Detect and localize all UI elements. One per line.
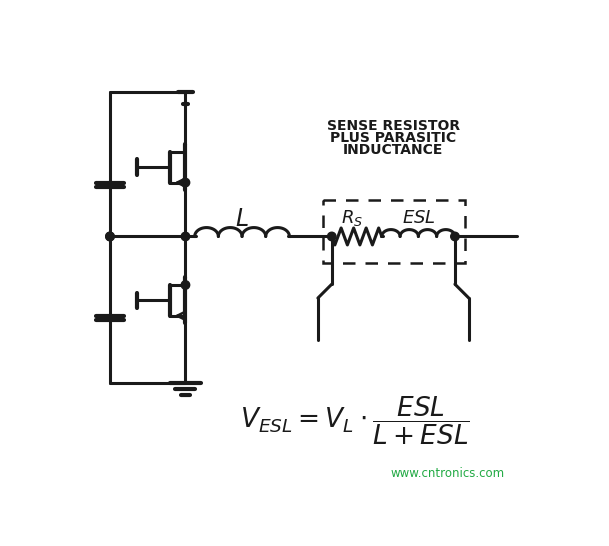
Text: $V_{ESL} = V_L \cdot \dfrac{ESL}{L + ESL}$: $V_{ESL} = V_L \cdot \dfrac{ESL}{L + ESL…	[240, 395, 470, 447]
Text: $L$: $L$	[235, 208, 248, 231]
Bar	[323, 200, 465, 263]
Text: www.cntronics.com: www.cntronics.com	[390, 467, 504, 480]
Circle shape	[106, 232, 114, 241]
Circle shape	[181, 281, 189, 289]
Text: $ESL$: $ESL$	[402, 209, 435, 227]
Text: PLUS PARASITIC: PLUS PARASITIC	[330, 131, 456, 145]
Circle shape	[328, 232, 336, 241]
Circle shape	[106, 232, 114, 241]
Circle shape	[181, 232, 189, 241]
Text: INDUCTANCE: INDUCTANCE	[343, 143, 443, 157]
Circle shape	[451, 232, 459, 241]
Text: $R_S$: $R_S$	[340, 208, 363, 228]
Circle shape	[181, 179, 189, 187]
Text: SENSE RESISTOR: SENSE RESISTOR	[327, 118, 460, 133]
